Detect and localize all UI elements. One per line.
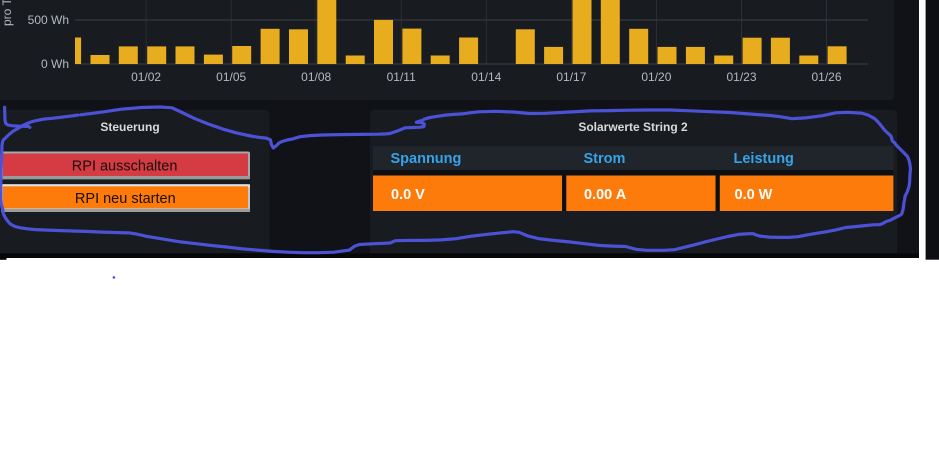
svg-text:0 Wh: 0 Wh xyxy=(41,57,69,71)
svg-text:01/08: 01/08 xyxy=(301,70,331,84)
svg-text:500 Wh: 500 Wh xyxy=(28,13,69,27)
svg-text:Solarwerte String 2: Solarwerte String 2 xyxy=(578,120,688,134)
svg-text:01/26: 01/26 xyxy=(811,70,841,84)
svg-text:01/14: 01/14 xyxy=(471,70,501,84)
svg-text:Spannung: Spannung xyxy=(391,151,462,167)
svg-text:01/05: 01/05 xyxy=(216,70,246,84)
svg-text:01/20: 01/20 xyxy=(641,70,671,84)
svg-text:0.0 V: 0.0 V xyxy=(391,187,425,203)
svg-text:01/02: 01/02 xyxy=(131,70,161,84)
svg-text:pro Tag: pro Tag xyxy=(0,0,14,26)
svg-text:Strom: Strom xyxy=(584,151,626,167)
svg-text:RPI ausschalten: RPI ausschalten xyxy=(72,158,178,174)
svg-text:Leistung: Leistung xyxy=(734,151,794,167)
svg-text:01/11: 01/11 xyxy=(387,70,416,84)
svg-text:0.0 W: 0.0 W xyxy=(735,187,773,203)
svg-text:0.00 A: 0.00 A xyxy=(584,187,627,203)
svg-text:01/23: 01/23 xyxy=(726,70,756,84)
svg-text:RPI neu starten: RPI neu starten xyxy=(75,191,176,207)
svg-text:01/17: 01/17 xyxy=(556,70,586,84)
svg-text:Steuerung: Steuerung xyxy=(100,120,159,134)
